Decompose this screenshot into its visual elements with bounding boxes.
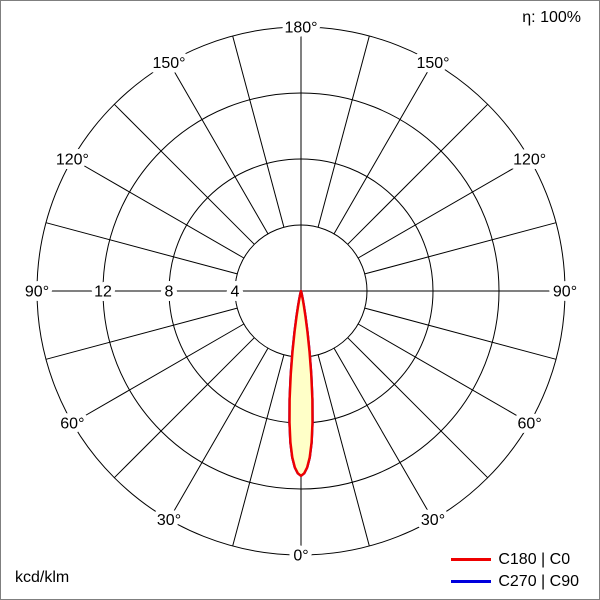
legend-label-c90-c270: C270 | C90: [498, 572, 579, 590]
radial-tick-label: 4: [231, 284, 240, 301]
legend: C180 | C0 C270 | C90: [451, 550, 579, 591]
legend-item-c0-c180: C180 | C0: [451, 550, 579, 569]
angle-label: 150°: [416, 55, 449, 72]
grid-spoke: [333, 347, 434, 520]
grid-spoke: [45, 307, 238, 360]
grid-spoke: [357, 158, 530, 259]
grid-spoke: [232, 35, 285, 228]
grid-spoke: [333, 62, 434, 235]
grid-spoke: [113, 337, 255, 479]
angle-label: 30°: [157, 512, 181, 529]
grid-circle: [36, 26, 566, 556]
efficiency-label: η: 100%: [522, 9, 581, 26]
grid-spoke: [72, 323, 245, 424]
grid-spoke: [357, 323, 530, 424]
grid-spoke: [364, 222, 557, 275]
grid-spoke: [232, 354, 285, 547]
legend-line-blue: [451, 580, 492, 583]
grid-spoke: [168, 62, 269, 235]
angle-label: 0°: [293, 548, 308, 565]
grid-spoke: [72, 158, 245, 259]
angle-label: 180°: [284, 20, 317, 37]
angle-label: 90°: [25, 284, 49, 301]
grid-spoke: [113, 103, 255, 245]
units-label: kcd/klm: [15, 569, 70, 586]
beam-curve-c0-c180: [288, 289, 314, 478]
grid-spoke: [347, 337, 489, 479]
legend-item-c90-c270: C270 | C90: [451, 572, 579, 591]
grid-spoke: [317, 35, 370, 228]
angle-label: 150°: [152, 55, 185, 72]
legend-line-red: [451, 558, 492, 561]
grid-spoke: [347, 103, 489, 245]
grid-spoke: [45, 222, 238, 275]
radial-tick-label: 8: [165, 284, 174, 301]
legend-label-c0-c180: C180 | C0: [498, 550, 571, 568]
angle-label: 120°: [513, 152, 546, 169]
angle-label: 120°: [56, 152, 89, 169]
angle-label: 60°: [60, 416, 84, 433]
grid-spoke: [364, 307, 557, 360]
grid-spoke: [317, 354, 370, 547]
grid-circle: [102, 92, 500, 490]
radial-tick-label: 12: [94, 284, 112, 301]
angle-label: 60°: [518, 416, 542, 433]
angle-label: 90°: [553, 284, 577, 301]
grid-spoke: [168, 347, 269, 520]
angle-label: 30°: [421, 512, 445, 529]
